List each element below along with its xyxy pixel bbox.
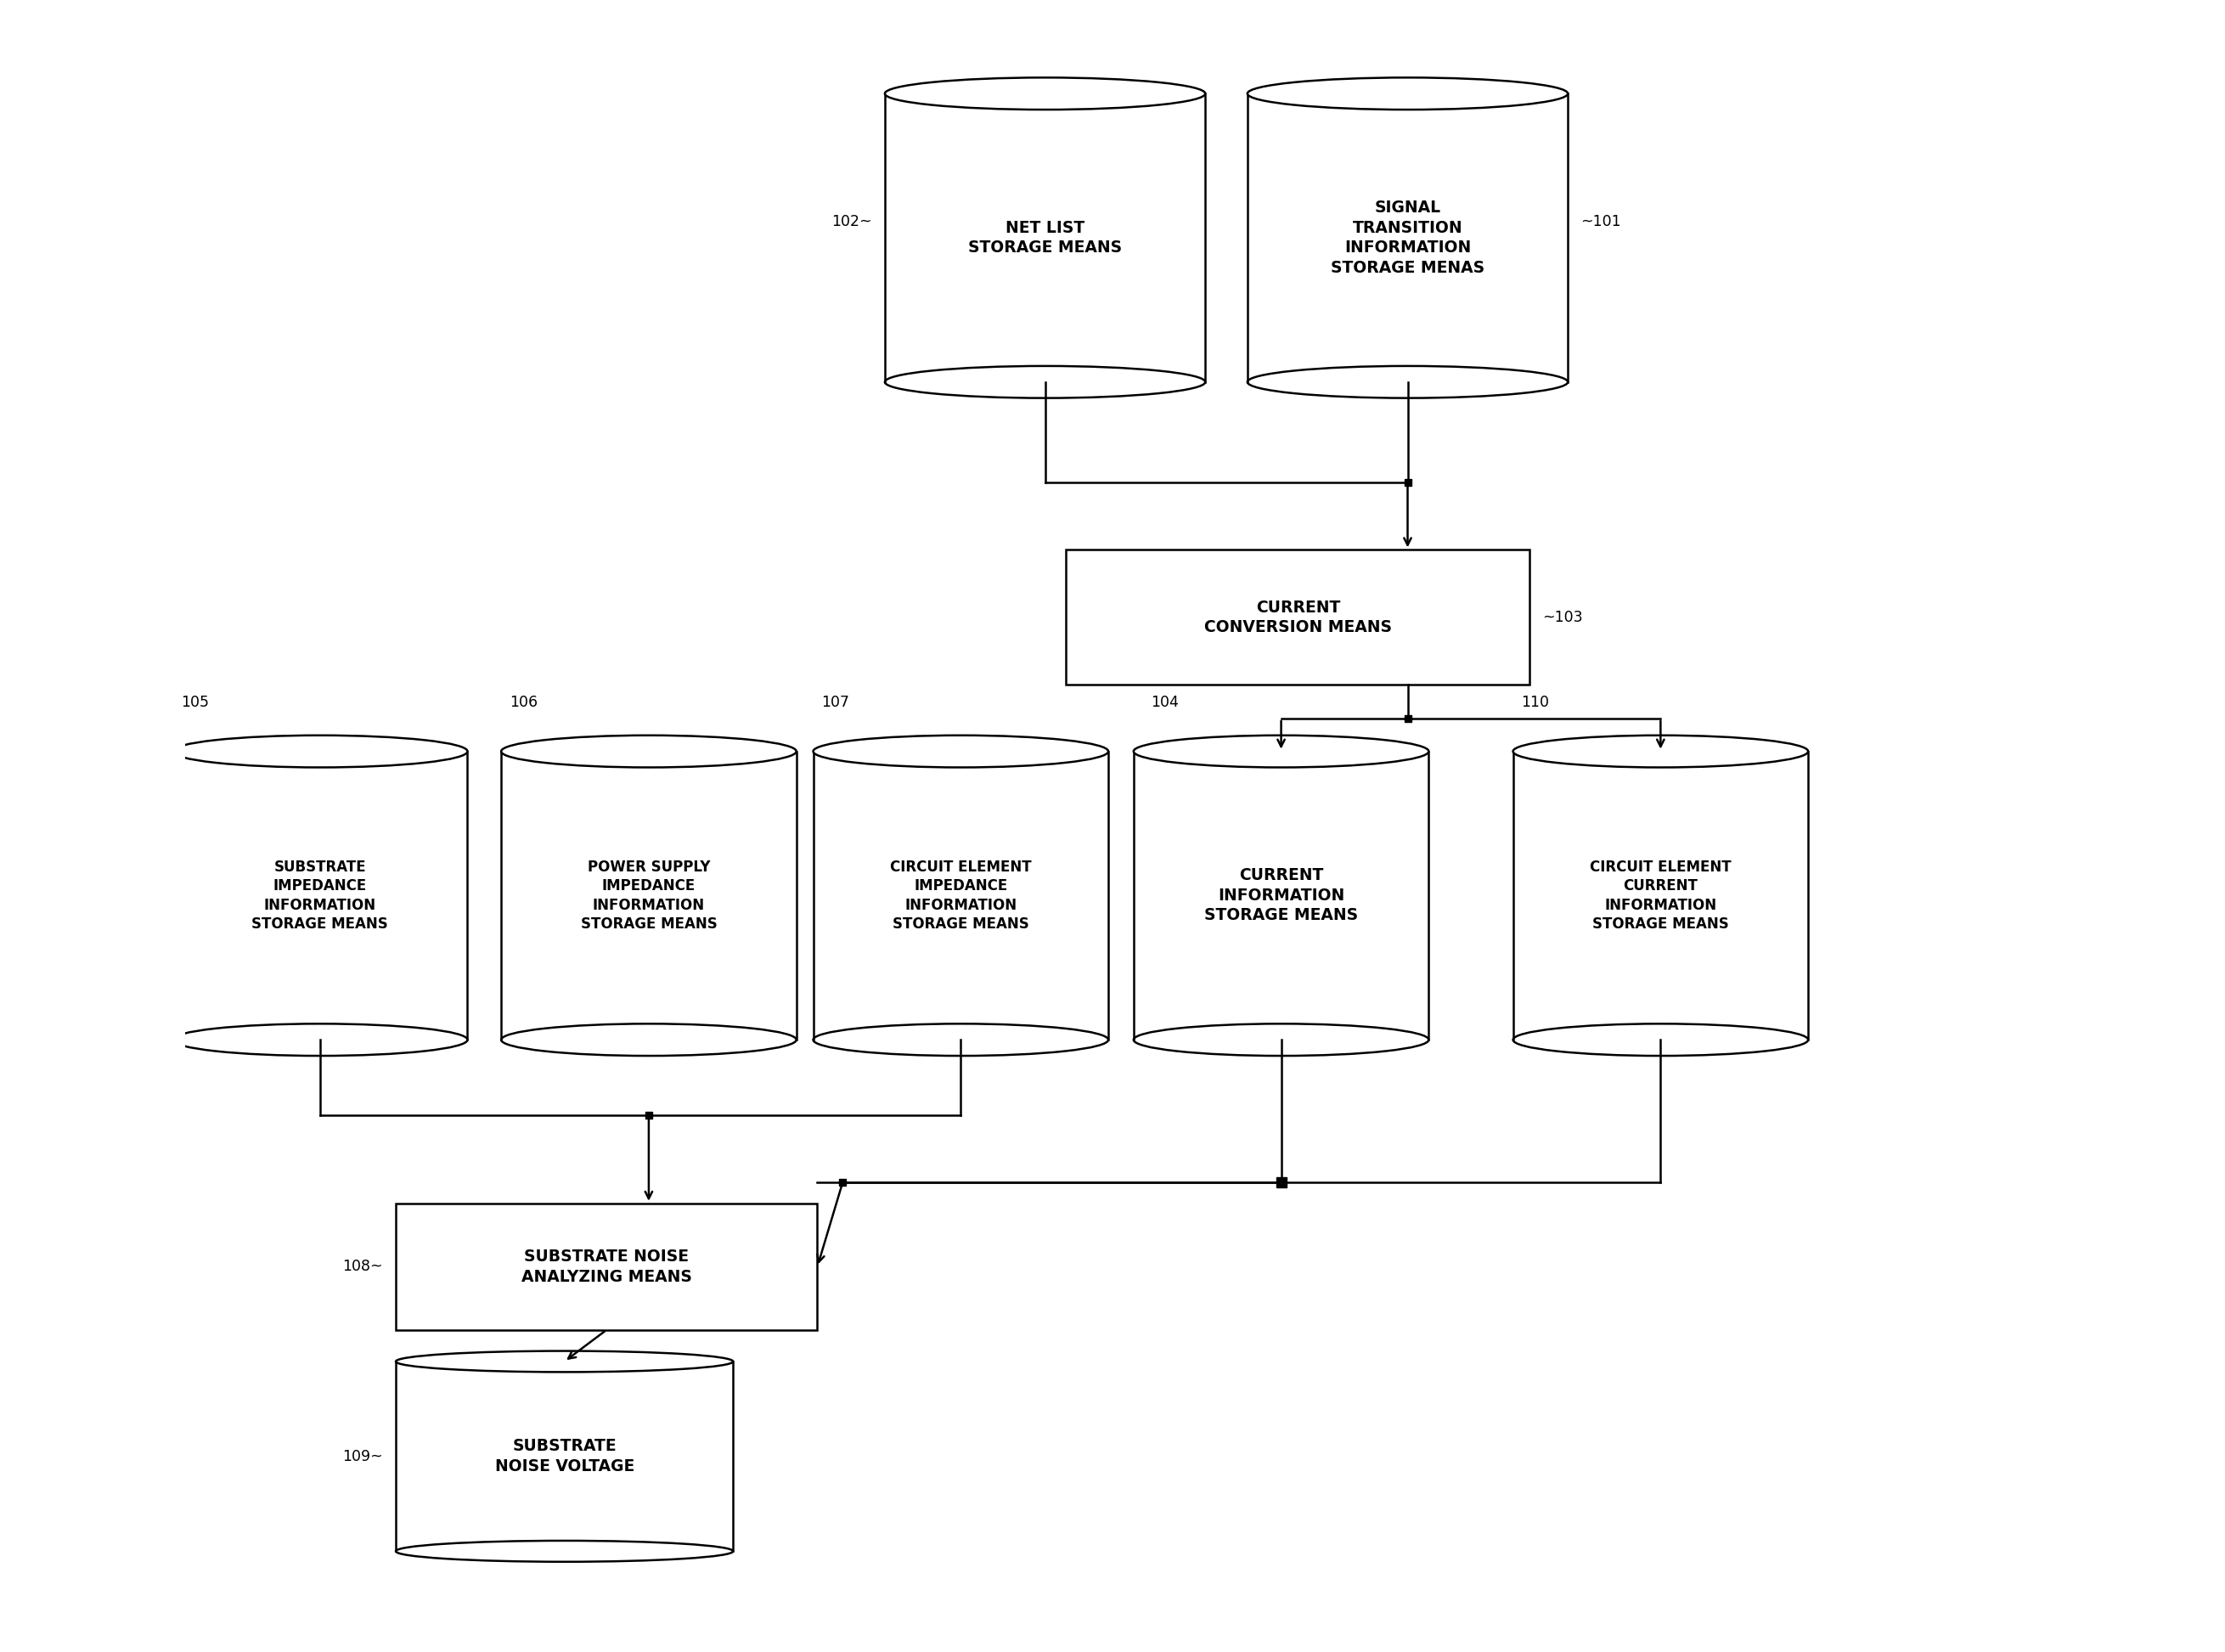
Ellipse shape (886, 78, 1206, 109)
Text: 108~: 108~ (343, 1259, 383, 1274)
Text: 107: 107 (821, 695, 850, 710)
Text: 109~: 109~ (343, 1449, 383, 1464)
Ellipse shape (501, 735, 797, 768)
Ellipse shape (396, 1351, 732, 1373)
Text: CIRCUIT ELEMENT
IMPEDANCE
INFORMATION
STORAGE MEANS: CIRCUIT ELEMENT IMPEDANCE INFORMATION ST… (890, 859, 1032, 932)
FancyBboxPatch shape (1066, 550, 1531, 684)
Text: SUBSTRATE NOISE
ANALYZING MEANS: SUBSTRATE NOISE ANALYZING MEANS (521, 1249, 692, 1285)
Text: CURRENT
INFORMATION
STORAGE MEANS: CURRENT INFORMATION STORAGE MEANS (1204, 867, 1357, 923)
Text: POWER SUPPLY
IMPEDANCE
INFORMATION
STORAGE MEANS: POWER SUPPLY IMPEDANCE INFORMATION STORA… (581, 859, 716, 932)
Text: 110: 110 (1522, 695, 1549, 710)
Ellipse shape (812, 735, 1108, 768)
Ellipse shape (1248, 78, 1569, 109)
Text: SUBSTRATE
IMPEDANCE
INFORMATION
STORAGE MEANS: SUBSTRATE IMPEDANCE INFORMATION STORAGE … (251, 859, 387, 932)
Text: ~101: ~101 (1580, 215, 1620, 230)
Ellipse shape (171, 735, 467, 768)
Text: CURRENT
CONVERSION MEANS: CURRENT CONVERSION MEANS (1204, 600, 1393, 636)
Text: NET LIST
STORAGE MEANS: NET LIST STORAGE MEANS (968, 220, 1121, 256)
Ellipse shape (1513, 735, 1809, 768)
Text: 106: 106 (510, 695, 538, 710)
Text: CIRCUIT ELEMENT
CURRENT
INFORMATION
STORAGE MEANS: CIRCUIT ELEMENT CURRENT INFORMATION STOR… (1591, 859, 1731, 932)
Text: 105: 105 (180, 695, 209, 710)
Text: 102~: 102~ (832, 215, 872, 230)
Text: 104: 104 (1150, 695, 1179, 710)
Ellipse shape (1133, 735, 1428, 768)
Text: SUBSTRATE
NOISE VOLTAGE: SUBSTRATE NOISE VOLTAGE (494, 1439, 634, 1474)
Text: ~103: ~103 (1542, 610, 1582, 624)
Text: SIGNAL
TRANSITION
INFORMATION
STORAGE MENAS: SIGNAL TRANSITION INFORMATION STORAGE ME… (1331, 200, 1484, 276)
FancyBboxPatch shape (396, 1203, 817, 1330)
